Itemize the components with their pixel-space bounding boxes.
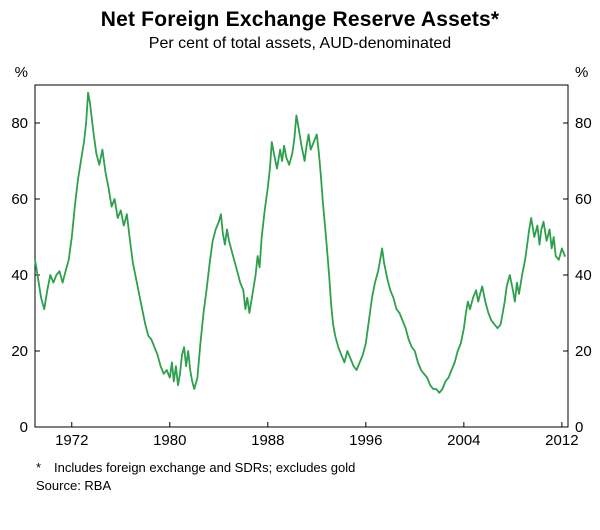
y-axis-label-right: 40 <box>575 267 592 284</box>
x-axis-label: 1972 <box>55 432 88 449</box>
y-axis-label-right: 0 <box>575 419 583 436</box>
x-axis-label: 1996 <box>349 432 382 449</box>
y-unit-left: % <box>15 64 28 81</box>
y-axis-label-left: 0 <box>20 419 28 436</box>
chart-area: 0 0 20 20 40 40 60 60 80 80%% 1972 1980 1988 1996 2004… <box>0 55 600 455</box>
y-axis-label-left: 60 <box>11 191 28 208</box>
source-note: Source: RBA <box>36 478 112 493</box>
footnote-marker: * <box>36 460 42 475</box>
y-axis-label-left: 40 <box>11 267 28 284</box>
x-axis-label: 2012 <box>545 432 578 449</box>
x-axis-label: 2004 <box>447 432 480 449</box>
y-axis-label-right: 60 <box>575 191 592 208</box>
footnote: * Includes foreign exchange and SDRs; exc… <box>36 459 600 476</box>
plot-border <box>34 84 569 428</box>
y-unit-right: % <box>575 64 588 81</box>
chart-subtitle: Per cent of total assets, AUD-denominate… <box>148 35 452 52</box>
y-axis-label-right: 20 <box>575 343 592 360</box>
y-axis-label-right: 80 <box>575 115 592 132</box>
y-axis-label-left: 20 <box>11 343 28 360</box>
data-line <box>34 91 566 394</box>
footnote-text: Includes foreign exchange and SDRs; excl… <box>54 460 356 475</box>
y-axis-label-left: 80 <box>11 115 28 132</box>
chart-svg: 0 0 20 20 40 40 60 60 80 80% % 1972 1980 1988 1996 2004… <box>11 64 592 449</box>
x-axis-label: 1980 <box>153 432 186 449</box>
x-axis-label: 1988 <box>251 432 284 449</box>
chart-title: Net Foreign Exchange Reserve Assets* <box>100 8 500 31</box>
